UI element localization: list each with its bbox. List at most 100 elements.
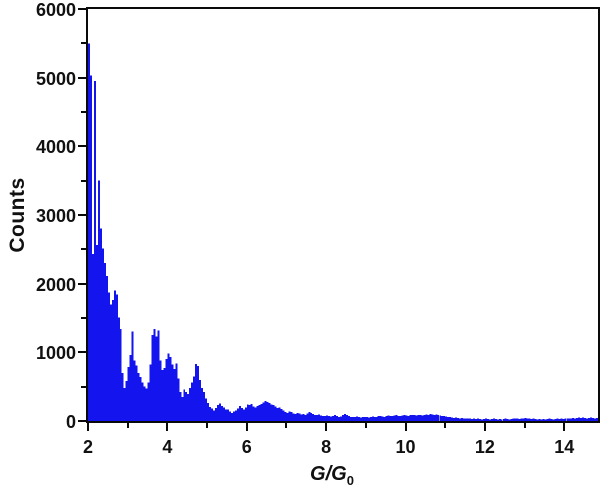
histogram-bar xyxy=(169,357,172,421)
histogram-bar xyxy=(457,417,460,421)
histogram-bar xyxy=(472,418,475,421)
histogram-bar xyxy=(93,81,96,421)
x-axis-title-subscript: 0 xyxy=(346,473,354,488)
histogram-bar xyxy=(556,418,559,421)
histogram-bar xyxy=(524,417,527,421)
histogram-bar xyxy=(300,414,303,421)
histogram-bar xyxy=(516,418,519,421)
histogram-bar xyxy=(413,415,416,421)
histogram-bar xyxy=(544,419,547,421)
histogram-bar xyxy=(312,414,315,421)
histogram-bar xyxy=(336,416,339,421)
histogram-bar xyxy=(443,416,446,421)
histogram-bar xyxy=(185,392,188,421)
histogram-bar xyxy=(334,415,337,421)
histogram-bar xyxy=(425,414,428,421)
histogram-bar xyxy=(254,407,257,421)
histogram-bar xyxy=(147,382,150,421)
histogram-bar xyxy=(209,406,212,421)
histogram-bar xyxy=(405,415,408,421)
histogram-bar xyxy=(423,415,426,421)
histogram-bar xyxy=(407,415,410,421)
histogram-bar xyxy=(361,417,364,421)
histogram-bar xyxy=(461,417,464,421)
histogram-bar xyxy=(584,417,587,421)
histogram-bar xyxy=(203,392,206,421)
histogram-bar xyxy=(566,418,569,421)
histogram-bar xyxy=(141,382,144,421)
histogram-bar xyxy=(101,248,104,421)
histogram-bar xyxy=(167,353,170,421)
histogram-bar xyxy=(95,245,98,421)
histogram-bar xyxy=(270,404,273,421)
histogram-bar xyxy=(250,404,253,421)
histogram-bar xyxy=(474,418,477,421)
histogram-bar xyxy=(435,414,438,421)
histogram-bar xyxy=(268,403,271,421)
histogram-bar xyxy=(353,416,356,421)
histogram-bar xyxy=(492,418,495,421)
histogram-bar xyxy=(349,416,352,421)
histogram-bar xyxy=(359,417,362,421)
y-axis-tick-label: 2000 xyxy=(35,274,76,295)
histogram-bar xyxy=(127,366,130,421)
histogram-bar xyxy=(238,406,241,421)
histogram-bar xyxy=(437,415,440,421)
histogram-bar xyxy=(117,317,120,421)
histogram-bar xyxy=(540,419,543,421)
histogram-bar xyxy=(205,398,208,421)
histogram-bar xyxy=(99,228,102,421)
y-axis-minor-tick xyxy=(81,42,86,45)
histogram-bar xyxy=(534,418,537,421)
y-axis-major-tick xyxy=(78,420,86,422)
histogram-bar xyxy=(332,415,335,421)
histogram-bar xyxy=(338,416,341,421)
histogram-bar xyxy=(532,418,535,421)
histogram-bar xyxy=(320,415,323,421)
histogram-bar xyxy=(550,418,553,421)
histogram-bar xyxy=(224,409,227,421)
histogram-bar xyxy=(125,381,128,421)
histogram-bar xyxy=(294,414,297,421)
x-axis-major-tick xyxy=(87,423,89,431)
histogram-bar xyxy=(264,401,267,421)
histogram-bar xyxy=(484,418,487,421)
x-axis-minor-tick xyxy=(364,423,367,428)
y-axis-minor-tick xyxy=(81,179,86,182)
histogram-bar xyxy=(365,417,368,421)
histogram-bar xyxy=(177,378,180,421)
histogram-bar xyxy=(163,368,166,421)
y-axis-minor-tick xyxy=(81,248,86,251)
histogram-bar xyxy=(403,415,406,421)
histogram-bar xyxy=(228,411,231,421)
histogram-bar xyxy=(242,409,245,421)
histogram-bar xyxy=(415,415,418,421)
histogram-bar xyxy=(488,419,491,421)
histogram-bar xyxy=(560,418,563,421)
y-axis-tick-label: 6000 xyxy=(35,0,76,20)
histogram-bar xyxy=(151,335,154,421)
x-axis-tick-label: 12 xyxy=(474,437,495,457)
histogram-bar xyxy=(494,418,497,421)
histogram-bar xyxy=(342,414,344,421)
histogram-bar xyxy=(469,418,471,421)
histogram-bar xyxy=(119,328,122,421)
histogram-bar xyxy=(471,418,473,421)
histogram-bar xyxy=(594,418,597,421)
histogram-bar xyxy=(538,418,541,421)
x-axis-tick-label: 4 xyxy=(162,437,173,457)
histogram-bar xyxy=(314,414,317,421)
histogram-bar xyxy=(389,415,392,421)
x-axis-minor-tick xyxy=(206,423,209,428)
histogram-bar xyxy=(572,417,575,421)
histogram-bar xyxy=(504,418,507,421)
histogram-bar xyxy=(520,418,523,421)
histogram-bar xyxy=(232,411,235,421)
x-axis-title: G/G0 xyxy=(310,463,354,488)
histogram-bar xyxy=(576,417,579,421)
y-axis-tick-label: 0 xyxy=(65,412,76,432)
histogram-bar xyxy=(280,408,283,421)
histogram-bar xyxy=(381,416,384,421)
histogram-bar xyxy=(480,419,483,421)
x-axis-minor-tick xyxy=(444,423,447,428)
